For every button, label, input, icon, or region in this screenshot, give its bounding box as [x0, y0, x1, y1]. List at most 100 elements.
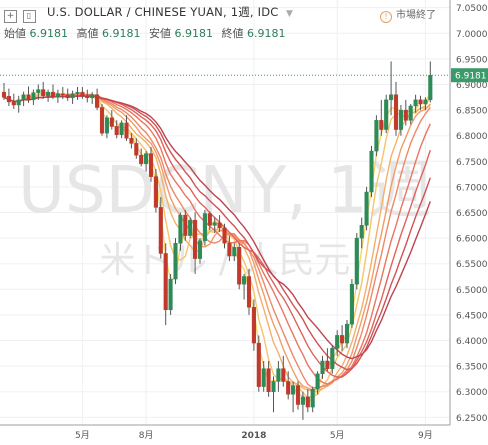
y-tick-label: 7.0000	[456, 30, 488, 40]
candle	[148, 146, 154, 182]
candle	[423, 97, 428, 111]
candle	[217, 215, 222, 232]
candle-body	[349, 283, 354, 325]
candle	[393, 81, 399, 136]
y-tick-label: 6.8000	[456, 132, 488, 142]
candle-body	[305, 396, 310, 408]
candle-body	[21, 94, 26, 101]
symbol-title[interactable]: U.S. DOLLAR / CHINESE YUAN, 1週, IDC	[47, 5, 279, 19]
market-status: ! 市場終了	[380, 6, 436, 23]
candle-body	[139, 154, 144, 165]
candle	[354, 232, 359, 290]
candle-body	[80, 91, 85, 97]
candle-body	[65, 94, 70, 99]
candle-body	[340, 335, 345, 344]
candle	[11, 93, 16, 110]
candle	[344, 320, 350, 349]
y-tick-label: 6.2500	[456, 414, 488, 424]
candle-body	[212, 222, 217, 226]
candle-body	[310, 388, 315, 408]
candle-body	[291, 385, 296, 395]
candle	[222, 223, 227, 249]
candle	[70, 90, 75, 104]
candle-body	[354, 237, 359, 285]
candle	[6, 88, 11, 106]
candle-body	[41, 89, 46, 97]
candle	[266, 360, 271, 397]
candle	[349, 279, 354, 328]
candle-body	[403, 109, 408, 121]
candle	[55, 89, 60, 103]
y-tick-label: 6.8500	[456, 107, 488, 117]
open-value: 6.9181	[29, 27, 69, 40]
candle-body	[99, 107, 105, 134]
candle	[261, 360, 266, 392]
candle	[90, 92, 95, 104]
candle	[251, 299, 256, 351]
candle-body	[369, 150, 374, 193]
candle	[114, 120, 119, 139]
candle	[330, 345, 335, 374]
candle-body	[114, 126, 119, 135]
candle-body	[364, 191, 369, 226]
compare-plus-icon[interactable]: +	[4, 10, 17, 23]
candle-body	[393, 94, 399, 130]
candle	[384, 94, 389, 134]
candle	[359, 217, 364, 249]
candle	[408, 103, 413, 125]
candle	[134, 138, 139, 159]
low-label: 安値	[149, 27, 171, 40]
chevron-down-icon[interactable]: ▼	[286, 9, 293, 19]
candle-body	[178, 214, 183, 244]
close-value: 6.9181	[247, 27, 286, 40]
candle-body	[134, 143, 139, 156]
candle	[305, 389, 310, 413]
candle-body	[60, 93, 65, 95]
candle-body	[256, 342, 261, 387]
candle-body	[11, 101, 16, 106]
candle	[183, 209, 188, 241]
candle-body	[222, 227, 227, 244]
candle	[398, 104, 403, 136]
candle-body	[300, 396, 305, 405]
candle-body	[148, 153, 154, 177]
candle	[158, 197, 163, 259]
y-tick-label: 6.6000	[456, 235, 488, 245]
candle-body	[320, 360, 325, 375]
candle-body	[119, 122, 124, 135]
candle-body	[129, 138, 134, 144]
candle-body	[379, 120, 384, 130]
y-tick-label: 6.4500	[456, 311, 488, 321]
y-tick-label: 6.7000	[456, 183, 488, 193]
candle-body	[295, 385, 301, 405]
candle	[46, 89, 51, 102]
x-tick-label: 5月	[75, 430, 90, 441]
candle	[320, 355, 325, 379]
y-tick-label: 6.9000	[456, 81, 488, 91]
x-axis-labels: 5月 8月 2018 5月 9月	[75, 430, 433, 441]
candles	[1, 61, 433, 420]
candle-body	[202, 213, 207, 241]
candle	[144, 151, 149, 172]
candle	[300, 391, 305, 420]
candle-body	[266, 368, 271, 392]
candle-body	[153, 176, 158, 208]
candle	[178, 212, 183, 251]
candle	[197, 238, 203, 264]
last-price-tag	[451, 68, 488, 83]
ohlc-row: 始値 6.9181 高値 6.9181 安値 6.9181 終値 6.9181	[4, 25, 291, 41]
candle-body	[158, 207, 163, 254]
candle-body	[144, 153, 149, 165]
y-tick-label: 6.9500	[456, 55, 488, 65]
candle	[413, 94, 418, 113]
candle-body	[104, 117, 109, 134]
candle	[75, 87, 80, 100]
candle	[202, 209, 207, 246]
collapse-icon[interactable]: ▯	[22, 10, 36, 23]
alert-icon: !	[380, 11, 392, 23]
candle	[26, 86, 31, 103]
candle-body	[85, 95, 90, 99]
y-tick-label: 6.3000	[456, 388, 488, 398]
candle-body	[90, 94, 95, 99]
